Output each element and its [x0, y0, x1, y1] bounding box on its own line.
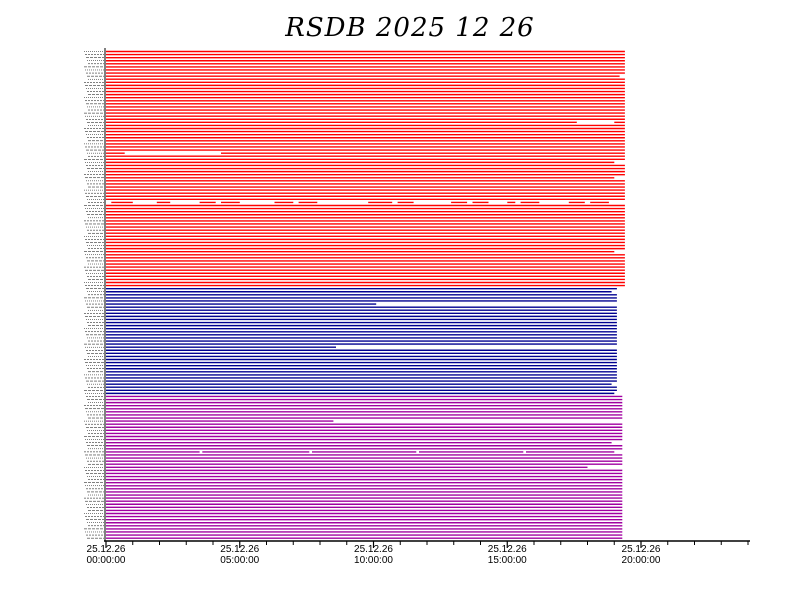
data-rows — [106, 50, 625, 539]
x-tick-time-4: 20:00:00 — [622, 555, 661, 566]
x-tick-date-4: 25.12.26 — [622, 544, 661, 555]
x-tick-time-0: 00:00:00 — [87, 555, 126, 566]
x-tick-time-1: 05:00:00 — [220, 555, 259, 566]
x-major-ticks: 25.12.2600:00:0025.12.2605:00:0025.12.26… — [87, 541, 661, 566]
chart-title: RSDB 2025 12 26 — [284, 13, 534, 43]
x-minor-ticks — [132, 541, 749, 545]
x-tick-date-3: 25.12.26 — [488, 544, 527, 555]
x-tick-time-3: 15:00:00 — [488, 555, 527, 566]
row-labels — [84, 51, 104, 539]
x-tick-time-2: 10:00:00 — [354, 555, 393, 566]
x-tick-date-0: 25.12.26 — [87, 544, 126, 555]
x-tick-date-2: 25.12.26 — [354, 544, 393, 555]
x-tick-date-1: 25.12.26 — [220, 544, 259, 555]
